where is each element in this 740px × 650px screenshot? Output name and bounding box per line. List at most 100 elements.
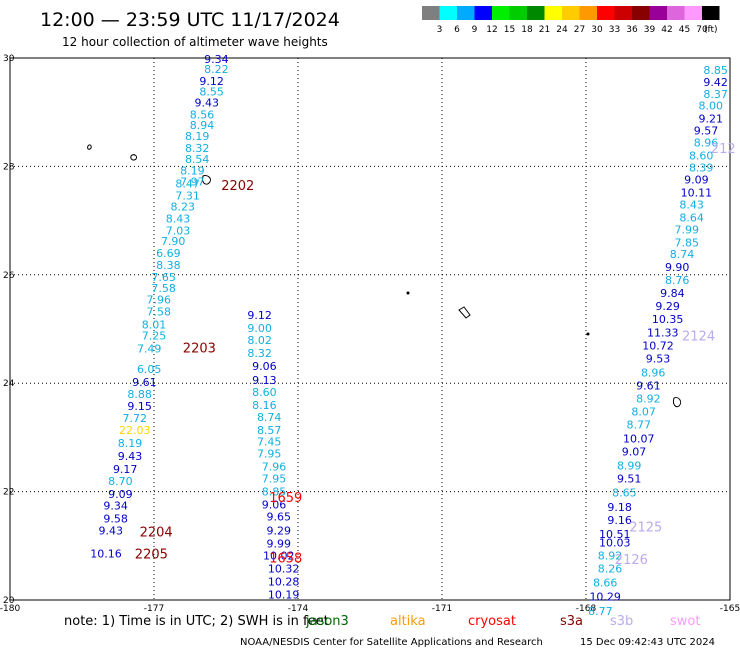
wave-height-point: 7.90 bbox=[161, 235, 186, 248]
wave-height-point: 10.03 bbox=[599, 537, 631, 550]
wave-height-point: 11.33 bbox=[647, 326, 679, 339]
wave-height-point: 9.17 bbox=[113, 463, 138, 476]
wave-height-point: 8.38 bbox=[156, 259, 181, 272]
wave-height-point: 7.31 bbox=[175, 190, 200, 203]
legend-label: 33 bbox=[609, 25, 620, 35]
wave-height-point: 7.25 bbox=[142, 330, 167, 343]
wave-height-point: 8.70 bbox=[108, 475, 133, 488]
wave-height-point: 8.43 bbox=[166, 212, 191, 225]
time-label: 2204 bbox=[140, 526, 173, 541]
wave-height-point: 8.94 bbox=[190, 119, 215, 132]
x-tick-label: -180 bbox=[0, 604, 20, 614]
y-tick-label: 20 bbox=[3, 596, 15, 606]
legend-label: 24 bbox=[556, 25, 568, 35]
wave-height-point: 8.65 bbox=[612, 487, 637, 500]
island-shape bbox=[673, 397, 682, 408]
legend-label: 18 bbox=[521, 25, 533, 35]
wave-height-point: 8.19 bbox=[185, 130, 210, 143]
wave-height-point: 7.97 bbox=[180, 176, 205, 189]
wave-height-point: 7.45 bbox=[257, 436, 282, 449]
wave-height-point: 8.19 bbox=[180, 165, 205, 178]
x-tick-label: -177 bbox=[144, 604, 164, 614]
legend-swatch bbox=[527, 6, 545, 20]
wave-height-point: 9.29 bbox=[655, 300, 680, 313]
wave-height-point: 9.90 bbox=[665, 261, 690, 274]
wave-height-point: 8.43 bbox=[679, 198, 704, 211]
legend-swatch bbox=[474, 6, 492, 20]
wave-height-point: 9.12 bbox=[199, 75, 224, 88]
wave-height-point: 8.00 bbox=[699, 100, 724, 113]
legend-label: 70 bbox=[696, 25, 708, 35]
legend-label: 9 bbox=[472, 25, 478, 35]
legend-swatch bbox=[649, 6, 667, 20]
wave-height-point: 9.65 bbox=[267, 511, 292, 524]
x-tick-label: -165 bbox=[720, 604, 740, 614]
time-label: 2205 bbox=[135, 547, 168, 562]
wave-height-point: 9.21 bbox=[699, 113, 724, 126]
wave-height-point: 10.02 bbox=[263, 550, 295, 563]
legend-swatch bbox=[544, 6, 562, 20]
wave-height-point: 8.96 bbox=[641, 366, 666, 379]
wave-height-point: 8.77 bbox=[627, 418, 652, 431]
legend-swatch bbox=[632, 6, 650, 20]
wave-height-point: 8.37 bbox=[703, 88, 728, 101]
wave-height-point: 7.96 bbox=[147, 294, 172, 307]
legend-label: 21 bbox=[539, 25, 550, 35]
wave-height-point: 8.64 bbox=[679, 211, 704, 224]
island-shapes bbox=[87, 144, 682, 408]
wave-height-point: 9.43 bbox=[99, 525, 124, 538]
legend-swatch bbox=[614, 6, 632, 20]
legend-swatch bbox=[579, 6, 597, 20]
wave-height-point: 10.32 bbox=[268, 563, 300, 576]
legend-label: 27 bbox=[574, 25, 585, 35]
island-shape bbox=[87, 144, 92, 150]
time-label: 212 bbox=[711, 142, 736, 157]
wave-height-point: 6.05 bbox=[137, 363, 162, 376]
legend-label: 6 bbox=[454, 25, 460, 35]
wave-height-point: 9.42 bbox=[703, 76, 728, 89]
legend-label: 39 bbox=[644, 25, 656, 35]
legend-unit: (ft) bbox=[704, 25, 718, 35]
legend-swatch bbox=[509, 6, 527, 20]
legend-swatch bbox=[562, 6, 580, 20]
wave-height-point: 8.99 bbox=[617, 460, 642, 473]
wave-height-point: 8.60 bbox=[252, 386, 277, 399]
wave-height-point: 7.03 bbox=[166, 224, 191, 237]
wave-height-point: 7.72 bbox=[123, 412, 148, 425]
wave-height-point: 7.65 bbox=[151, 271, 176, 284]
wave-height-labels: 9.348.229.128.559.438.568.948.198.328.54… bbox=[90, 53, 728, 618]
wave-height-point: 9.51 bbox=[617, 473, 642, 486]
wave-height-point: 8.39 bbox=[689, 161, 714, 174]
wave-height-point: 9.61 bbox=[636, 379, 661, 392]
plot-frame bbox=[9, 57, 731, 601]
wave-height-point: 10.72 bbox=[642, 339, 674, 352]
wave-height-point: 8.32 bbox=[185, 142, 210, 155]
time-label: 2126 bbox=[615, 553, 648, 568]
x-tick-label: -168 bbox=[576, 604, 597, 614]
wave-height-point: 9.12 bbox=[247, 309, 272, 322]
wave-height-point: 9.43 bbox=[118, 450, 143, 463]
wave-height-point: 9.57 bbox=[694, 125, 719, 138]
wave-height-point: 9.06 bbox=[262, 499, 287, 512]
grid-lines bbox=[10, 58, 730, 600]
satellite-legend: jason3 altika cryosat s3a s3b swot bbox=[305, 614, 700, 629]
wave-height-point: 9.09 bbox=[108, 488, 133, 501]
time-label: 1659 bbox=[269, 491, 302, 506]
legend-swatch bbox=[439, 6, 457, 20]
wave-height-point: 8.54 bbox=[185, 153, 210, 166]
time-labels: 2202 2203 2204 2205 1659 1658 212 2124 2125 2126 bbox=[135, 142, 736, 568]
wave-height-point: 7.85 bbox=[675, 236, 700, 249]
wave-height-point: 10.29 bbox=[589, 591, 621, 604]
time-label: 1658 bbox=[269, 552, 302, 567]
x-tick-label: -174 bbox=[288, 604, 309, 614]
wave-height-point: 9.15 bbox=[127, 400, 152, 413]
wave-height-point: 7.96 bbox=[262, 461, 287, 474]
footer-stamp: 15 Dec 09:42:43 UTC 2024 bbox=[580, 637, 715, 648]
axis-ticks: -180 -177 -174 -171 -168 -165 20 22 24 26 28 30 bbox=[0, 54, 740, 614]
color-scale-legend: 3 6 9 12 15 18 21 24 27 30 33 36 39 42 45 70(ft) bbox=[422, 6, 720, 35]
wave-height-point: 8.16 bbox=[252, 399, 277, 412]
wave-height-point: 10.11 bbox=[681, 186, 713, 199]
wave-height-point: 9.58 bbox=[103, 513, 128, 526]
